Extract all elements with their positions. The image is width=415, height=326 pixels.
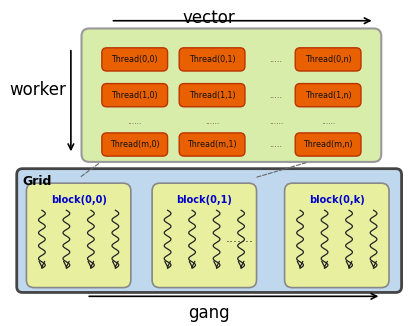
FancyBboxPatch shape	[295, 83, 361, 107]
FancyBboxPatch shape	[102, 48, 168, 71]
Text: ......: ......	[321, 117, 335, 126]
Text: Thread(1,n): Thread(1,n)	[305, 91, 352, 100]
Text: block(0,0): block(0,0)	[51, 195, 107, 205]
Text: ......: ......	[127, 117, 142, 126]
Text: Thread(m,0): Thread(m,0)	[110, 140, 159, 149]
FancyBboxPatch shape	[81, 28, 381, 162]
FancyBboxPatch shape	[179, 83, 245, 107]
FancyBboxPatch shape	[27, 183, 131, 288]
Text: Thread(0,n): Thread(0,n)	[305, 55, 352, 64]
Text: Grid: Grid	[22, 175, 52, 188]
Text: block(0,k): block(0,k)	[309, 195, 365, 205]
Text: .......: .......	[225, 232, 253, 245]
Text: Thread(m,1): Thread(m,1)	[187, 140, 237, 149]
Text: Thread(m,n): Thread(m,n)	[303, 140, 353, 149]
Text: vector: vector	[183, 9, 236, 27]
Text: ......: ......	[269, 117, 283, 126]
Text: .....: .....	[269, 55, 283, 64]
FancyBboxPatch shape	[295, 48, 361, 71]
Text: ......: ......	[205, 117, 219, 126]
FancyBboxPatch shape	[285, 183, 389, 288]
FancyBboxPatch shape	[17, 169, 402, 292]
Text: Thread(1,1): Thread(1,1)	[189, 91, 235, 100]
FancyBboxPatch shape	[152, 183, 256, 288]
Text: .....: .....	[269, 140, 283, 149]
FancyBboxPatch shape	[102, 83, 168, 107]
FancyBboxPatch shape	[179, 48, 245, 71]
FancyBboxPatch shape	[102, 133, 168, 156]
Text: Thread(0,0): Thread(0,0)	[111, 55, 158, 64]
Text: Thread(0,1): Thread(0,1)	[189, 55, 235, 64]
FancyBboxPatch shape	[295, 133, 361, 156]
FancyBboxPatch shape	[179, 133, 245, 156]
Text: Thread(1,0): Thread(1,0)	[111, 91, 158, 100]
Text: block(0,1): block(0,1)	[176, 195, 232, 205]
Text: worker: worker	[10, 82, 66, 99]
Text: gang: gang	[188, 304, 230, 322]
Text: .....: .....	[269, 91, 283, 100]
